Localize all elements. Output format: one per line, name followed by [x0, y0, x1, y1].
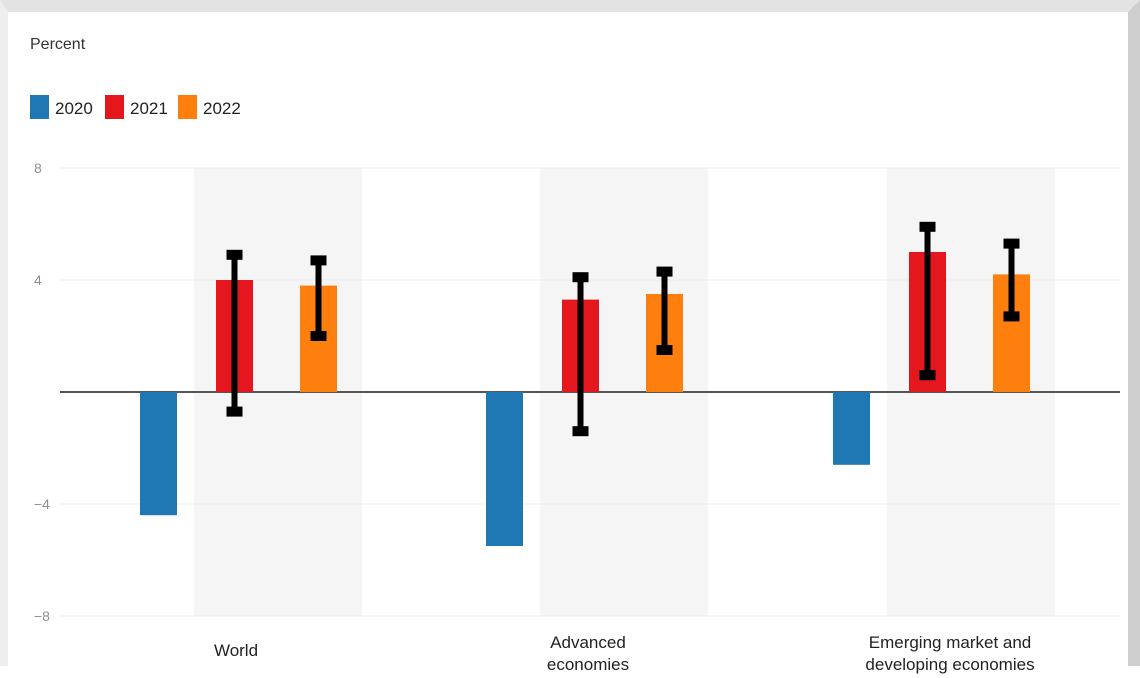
y-tick-label: −8 [34, 608, 50, 624]
category-labels: World Advanced economies Emerging market an… [214, 633, 1035, 674]
bar-2020 [833, 392, 870, 465]
error-bar-2022 [1003, 238, 1020, 322]
legend-item-2020: 2020 [30, 95, 93, 119]
y-tick-label: 4 [34, 272, 42, 288]
legend-label: 2021 [130, 99, 168, 118]
error-bar-2022 [310, 255, 327, 341]
error-bar-2021 [226, 249, 243, 417]
legend-swatch [105, 95, 124, 119]
bar-2020 [486, 392, 523, 546]
y-tick-label: 8 [34, 160, 42, 176]
category-label: Advanced economies [547, 633, 629, 674]
category-label: Emerging market and developing economies [865, 633, 1034, 674]
error-bar-2021 [572, 272, 589, 437]
error-bar-2022 [656, 266, 673, 355]
legend-label: 2022 [203, 99, 241, 118]
bar-2020 [140, 392, 177, 516]
y-tick-label: −4 [34, 496, 50, 512]
legend: 2020 2021 2022 [30, 95, 241, 119]
y-tick-labels: 8 4 −4 −8 [34, 160, 50, 624]
y-unit-label: Percent [30, 36, 86, 53]
legend-label: 2020 [55, 99, 93, 118]
legend-swatch [178, 95, 197, 119]
bar-chart: 8 4 −4 −8 World Advanced economies Emerging ma… [30, 36, 1120, 674]
legend-item-2022: 2022 [178, 95, 241, 119]
legend-item-2021: 2021 [105, 95, 168, 119]
error-bar-2021 [919, 221, 936, 381]
error-bars [226, 221, 1020, 437]
category-label: World [214, 641, 258, 660]
legend-swatch [30, 95, 49, 119]
